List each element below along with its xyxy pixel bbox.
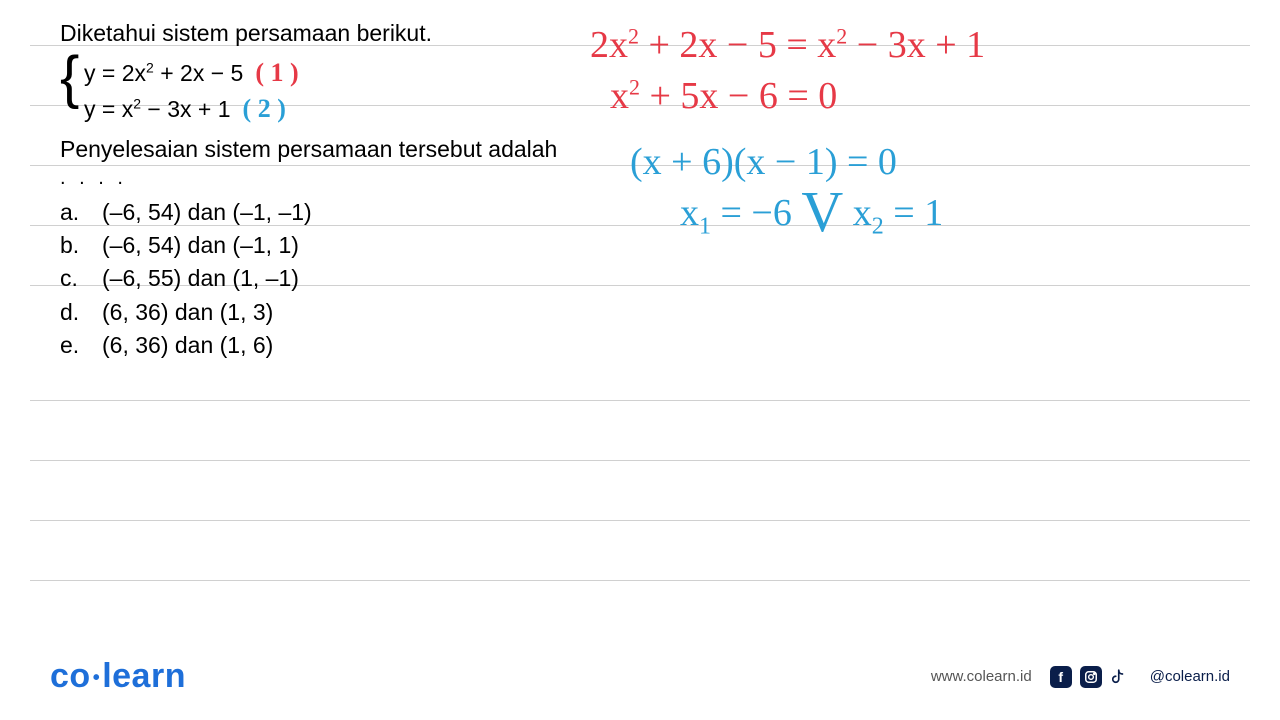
problem-postprompt: Penyelesaian sistem persamaan tersebut a… [60, 136, 560, 163]
footer-url: www.colearn.id [931, 668, 1032, 685]
left-brace-icon: { [60, 49, 79, 107]
problem-prompt: Diketahui sistem persamaan berikut. [60, 20, 560, 47]
option-text: (6, 36) dan (1, 6) [102, 329, 273, 362]
footer-right: www.colearn.id f @colearn.id [931, 666, 1230, 688]
logo-dot-icon: • [93, 667, 101, 689]
tiktok-icon [1110, 666, 1132, 688]
social-icons: f [1050, 666, 1132, 688]
option-text: (–6, 54) dan (–1, –1) [102, 196, 312, 229]
option-item: d. (6, 36) dan (1, 3) [60, 296, 560, 329]
equation-1: y = 2x2 + 2x − 5 ( 1 ) [84, 55, 560, 91]
option-text: (6, 36) dan (1, 3) [102, 296, 273, 329]
footer-handle: @colearn.id [1150, 668, 1230, 685]
eq2-text: y = x2 − 3x + 1 [84, 93, 231, 125]
option-item: e. (6, 36) dan (1, 6) [60, 329, 560, 362]
equation-system: { y = 2x2 + 2x − 5 ( 1 ) y = x2 − 3x + 1… [60, 55, 560, 128]
instagram-icon [1080, 666, 1102, 688]
problem-block: Diketahui sistem persamaan berikut. { y … [60, 20, 560, 363]
hw-line-4: x1 = −6 V x2 = 1 [680, 188, 1250, 243]
eq1-label: ( 1 ) [255, 55, 298, 91]
footer: co•learn www.colearn.id f @colearn.id [50, 657, 1230, 696]
option-item: a. (–6, 54) dan (–1, –1) [60, 196, 560, 229]
option-letter: c. [60, 262, 84, 295]
options-list: a. (–6, 54) dan (–1, –1) b. (–6, 54) dan (–… [60, 196, 560, 363]
facebook-icon: f [1050, 666, 1072, 688]
option-item: c. (–6, 55) dan (1, –1) [60, 262, 560, 295]
equation-2: y = x2 − 3x + 1 ( 2 ) [84, 91, 560, 127]
option-letter: e. [60, 329, 84, 362]
eq1-text: y = 2x2 + 2x − 5 [84, 57, 243, 89]
option-text: (–6, 55) dan (1, –1) [102, 262, 299, 295]
option-item: b. (–6, 54) dan (–1, 1) [60, 229, 560, 262]
hw-line-1: 2x2 + 2x − 5 = x2 − 3x + 1 [590, 20, 1250, 71]
logo-right: learn [102, 657, 186, 695]
eq2-label: ( 2 ) [243, 91, 286, 127]
handwriting-block: 2x2 + 2x − 5 = x2 − 3x + 1 x2 + 5x − 6 =… [590, 20, 1250, 243]
option-letter: d. [60, 296, 84, 329]
option-text: (–6, 54) dan (–1, 1) [102, 229, 299, 262]
ellipsis: . . . . [60, 167, 560, 190]
hw-line-3: (x + 6)(x − 1) = 0 [630, 137, 1250, 188]
option-letter: b. [60, 229, 84, 262]
logo-left: co [50, 657, 91, 695]
option-letter: a. [60, 196, 84, 229]
brand-logo: co•learn [50, 657, 186, 696]
hw-line-2: x2 + 5x − 6 = 0 [610, 71, 1250, 122]
